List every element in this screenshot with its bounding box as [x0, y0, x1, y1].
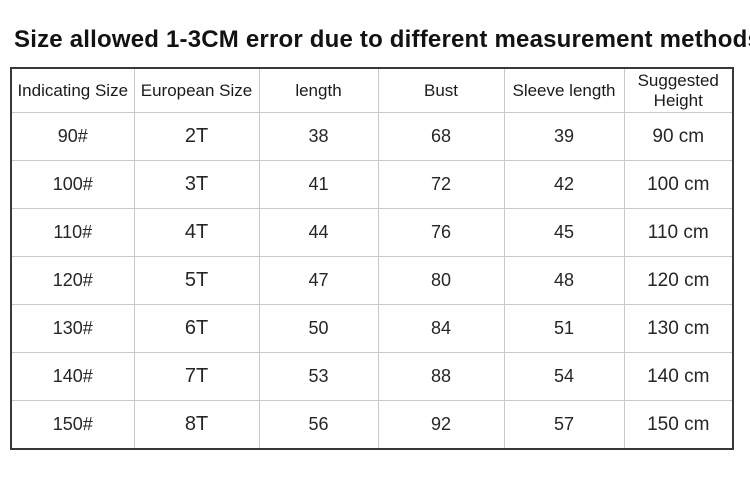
table-cell-length: 44	[258, 208, 379, 257]
table-cell-bust: 76	[377, 208, 505, 257]
column-header-indicating-size: Indicating Size	[10, 67, 135, 113]
table-cell-indicating-size: 110#	[10, 208, 135, 257]
column-header-sleeve-length: Sleeve length	[503, 67, 625, 113]
table-cell-indicating-size: 140#	[10, 352, 135, 401]
table-cell-bust: 80	[377, 256, 505, 305]
table-cell-indicating-size: 90#	[10, 112, 135, 161]
table-cell-european-size: 4T	[133, 208, 260, 257]
table-row: 120# 5T 47 80 48 120 cm	[10, 256, 734, 305]
table-cell-sleeve-length: 48	[503, 256, 625, 305]
column-header-bust: Bust	[377, 67, 505, 113]
column-header-suggested-height: Suggested Height	[623, 67, 734, 113]
table-cell-european-size: 7T	[133, 352, 260, 401]
table-cell-length: 47	[258, 256, 379, 305]
column-header-european-size: European Size	[133, 67, 260, 113]
table-row: 90# 2T 38 68 39 90 cm	[10, 112, 734, 161]
table-cell-sleeve-length: 45	[503, 208, 625, 257]
table-row: 110# 4T 44 76 45 110 cm	[10, 208, 734, 257]
table-cell-length: 53	[258, 352, 379, 401]
header-row: Indicating Size European Size length Bus…	[10, 67, 734, 113]
table-cell-sleeve-length: 51	[503, 304, 625, 353]
table-cell-indicating-size: 130#	[10, 304, 135, 353]
table-cell-length: 41	[258, 160, 379, 209]
table-cell-european-size: 2T	[133, 112, 260, 161]
size-chart-table: Indicating Size European Size length Bus…	[10, 67, 734, 450]
table-cell-european-size: 5T	[133, 256, 260, 305]
table-cell-bust: 72	[377, 160, 505, 209]
table-cell-suggested-height: 150 cm	[623, 400, 734, 450]
table-cell-suggested-height: 140 cm	[623, 352, 734, 401]
table-cell-bust: 88	[377, 352, 505, 401]
table-cell-sleeve-length: 42	[503, 160, 625, 209]
table-cell-european-size: 6T	[133, 304, 260, 353]
table-cell-european-size: 3T	[133, 160, 260, 209]
table-cell-european-size: 8T	[133, 400, 260, 450]
table-row: 140# 7T 53 88 54 140 cm	[10, 352, 734, 401]
table-row: 130# 6T 50 84 51 130 cm	[10, 304, 734, 353]
column-header-length: length	[258, 67, 379, 113]
table-row: 150# 8T 56 92 57 150 cm	[10, 400, 734, 450]
table-cell-indicating-size: 150#	[10, 400, 135, 450]
table-cell-suggested-height: 120 cm	[623, 256, 734, 305]
table-cell-sleeve-length: 57	[503, 400, 625, 450]
table-row: 100# 3T 41 72 42 100 cm	[10, 160, 734, 209]
table-cell-indicating-size: 100#	[10, 160, 135, 209]
table-cell-bust: 84	[377, 304, 505, 353]
table-cell-length: 50	[258, 304, 379, 353]
table-cell-suggested-height: 100 cm	[623, 160, 734, 209]
table-cell-sleeve-length: 39	[503, 112, 625, 161]
table-cell-length: 38	[258, 112, 379, 161]
table-cell-indicating-size: 120#	[10, 256, 135, 305]
table-cell-suggested-height: 90 cm	[623, 112, 734, 161]
table-cell-suggested-height: 130 cm	[623, 304, 734, 353]
table-cell-bust: 92	[377, 400, 505, 450]
table-cell-suggested-height: 110 cm	[623, 208, 734, 257]
table-cell-sleeve-length: 54	[503, 352, 625, 401]
table-cell-length: 56	[258, 400, 379, 450]
table-cell-bust: 68	[377, 112, 505, 161]
page-title: Size allowed 1-3CM error due to differen…	[14, 26, 750, 53]
